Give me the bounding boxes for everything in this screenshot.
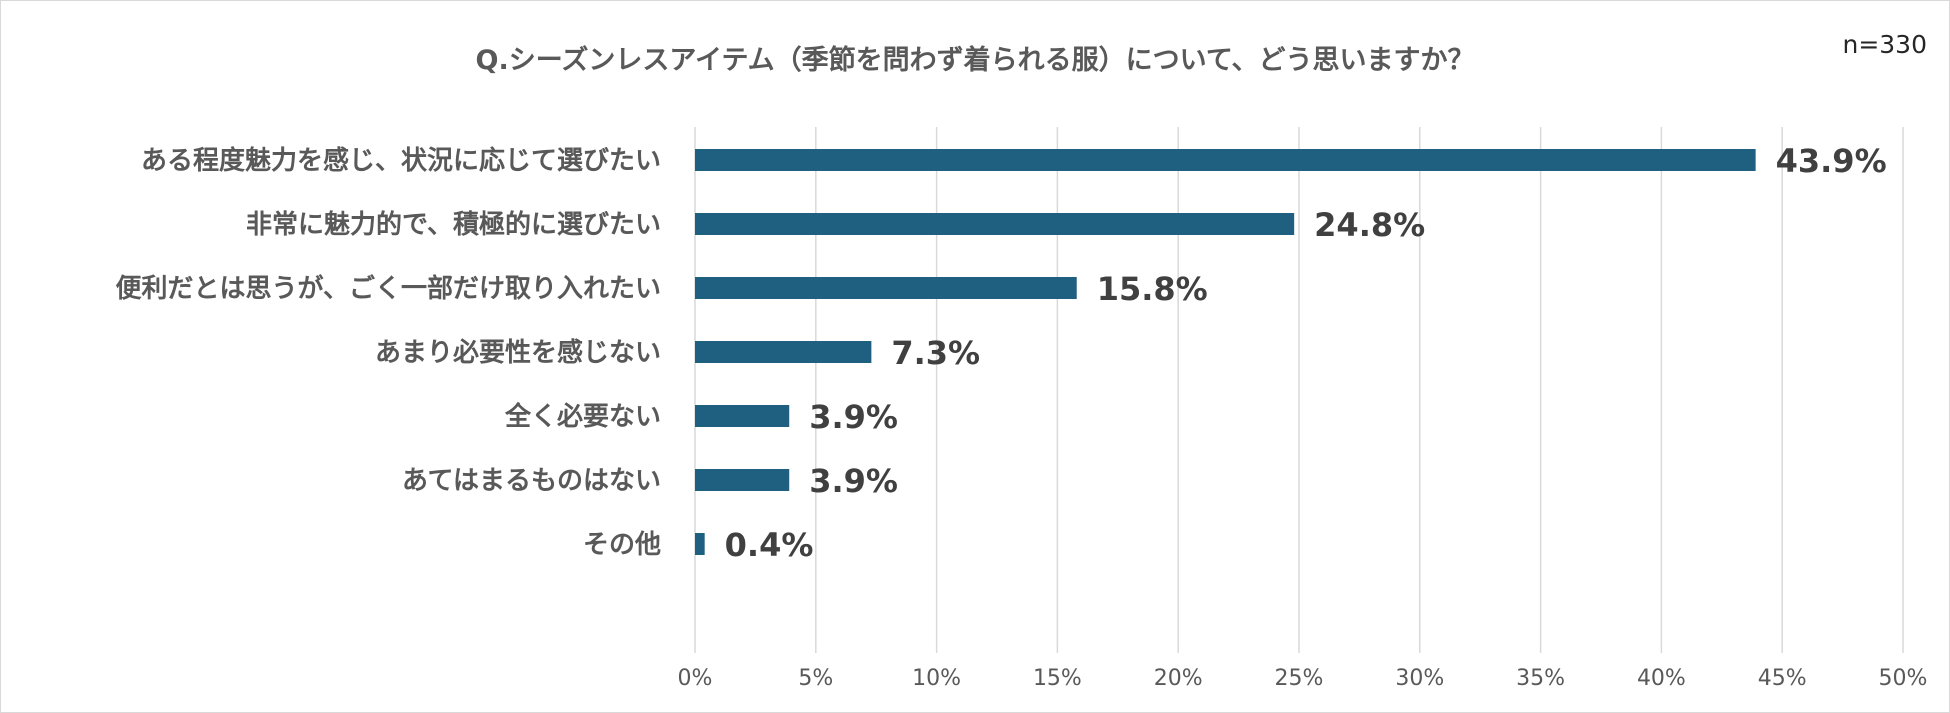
x-tick-label: 0% bbox=[678, 666, 713, 691]
category-label: 全く必要ない bbox=[504, 401, 661, 432]
category-label: あまり必要性を感じない bbox=[375, 338, 661, 368]
label-layer: ある程度魅力を感じ、状況に応じて選びたい 43.9% 非常に魅力的で、積極的に選びた… bbox=[116, 142, 1887, 564]
value-label: 24.8% bbox=[1314, 206, 1425, 244]
x-tick-label: 40% bbox=[1637, 666, 1686, 691]
x-tick-label: 10% bbox=[912, 666, 961, 691]
bar bbox=[695, 277, 1077, 299]
x-tick-label: 15% bbox=[1033, 666, 1082, 691]
x-tick-label: 30% bbox=[1395, 666, 1444, 691]
bar bbox=[695, 213, 1295, 235]
category-label: その他 bbox=[583, 530, 661, 560]
category-label: 非常に魅力的で、積極的に選びたい bbox=[246, 209, 661, 240]
value-label: 7.3% bbox=[891, 334, 980, 372]
value-label: 3.9% bbox=[809, 398, 898, 436]
value-label: 3.9% bbox=[809, 462, 898, 500]
x-tick-label: 50% bbox=[1879, 666, 1928, 691]
x-tick-label: 35% bbox=[1516, 666, 1565, 691]
bar bbox=[695, 469, 790, 491]
bar bbox=[695, 149, 1756, 171]
category-label: あてはまるものはない bbox=[402, 466, 661, 496]
bar-layer bbox=[695, 149, 1756, 555]
bar bbox=[695, 533, 705, 555]
grid-layer bbox=[694, 127, 1904, 653]
x-tick-label: 5% bbox=[798, 666, 833, 691]
bar bbox=[695, 341, 872, 363]
bar bbox=[695, 405, 790, 427]
sample-size-note: n=330 bbox=[1842, 30, 1927, 59]
x-tick-label: 45% bbox=[1758, 666, 1807, 691]
x-tick-label: 20% bbox=[1154, 666, 1203, 691]
value-label: 43.9% bbox=[1776, 142, 1887, 180]
category-label: 便利だとは思うが、ごく一部だけ取り入れたい bbox=[116, 273, 661, 304]
x-tick-label: 25% bbox=[1275, 666, 1324, 691]
value-label: 0.4% bbox=[725, 526, 814, 564]
value-label: 15.8% bbox=[1097, 270, 1208, 308]
tick-layer: 0% 5% 10% 15% 20% 25% 30% 35% 40% 45% 50% bbox=[678, 666, 1928, 691]
chart-title: Q.シーズンレスアイテム（季節を問わず着られる服）について、どう思いますか？ bbox=[476, 44, 1475, 76]
category-label: ある程度魅力を感じ、状況に応じて選びたい bbox=[141, 145, 661, 176]
